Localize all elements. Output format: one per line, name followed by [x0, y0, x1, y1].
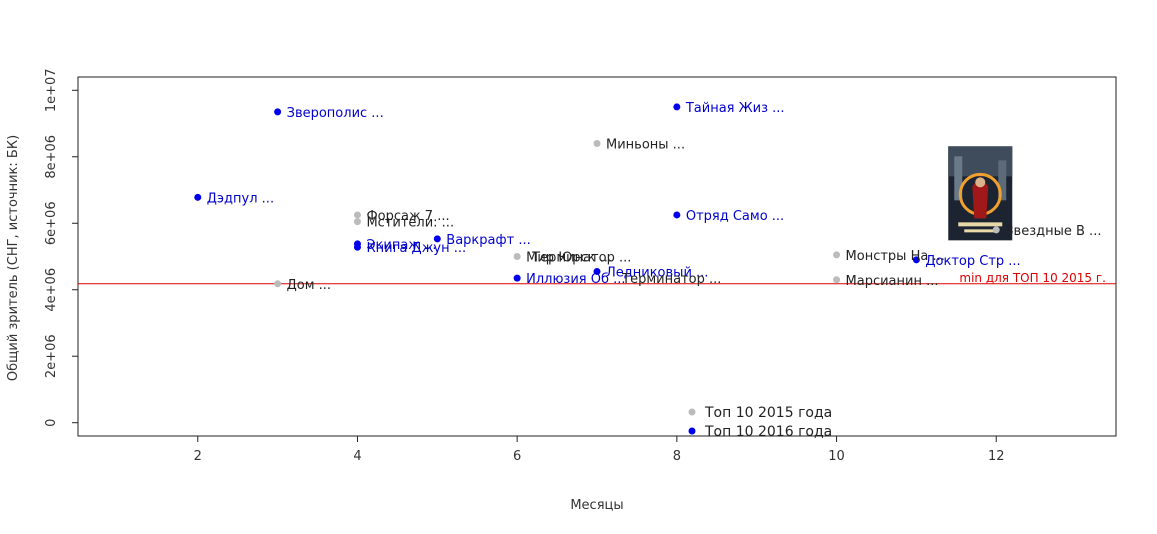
x-tick-label: 12 [988, 449, 1005, 464]
data-point-label: Варкрафт ... [446, 233, 530, 248]
x-tick-label: 8 [673, 449, 681, 464]
data-point [833, 276, 841, 284]
y-tick-label: 4e+06 [44, 268, 59, 312]
data-point-label: Дом ... [287, 278, 331, 293]
data-point-label: Зверополис ... [287, 106, 384, 121]
y-tick-label: 8e+06 [44, 135, 59, 179]
data-point [593, 267, 601, 275]
y-axis: 0 2e+06 4e+06 6e+06 8e+06 1e+07 [44, 68, 78, 427]
data-point-label: Ледниковый ... [606, 265, 708, 280]
data-point [673, 211, 681, 219]
points-layer [194, 103, 1000, 288]
data-point-label: Экипаж ... [366, 238, 436, 253]
x-tick-label: 4 [353, 449, 361, 464]
data-point-label: Звездные В ... [1005, 224, 1101, 239]
y-tick-label: 0 [44, 419, 59, 427]
data-point-label: Иллюзия Об ... [526, 272, 625, 287]
reference-line-label: min для ТОП 10 2015 г. [959, 271, 1106, 285]
poster-layer [948, 146, 1013, 241]
data-point-label: Доктор Стр ... [925, 254, 1020, 269]
data-point-label: Мстители: ... [366, 216, 454, 231]
legend-marker [688, 408, 696, 416]
data-point [513, 253, 521, 260]
x-tick-label: 10 [828, 449, 845, 464]
data-point [433, 235, 441, 243]
x-axis: 2 4 6 8 10 12 [194, 436, 1005, 464]
data-point-label: Миньоны ... [606, 137, 685, 152]
data-point [353, 243, 361, 251]
y-axis-title: Общий зритель (СНГ, источник: БК) [6, 135, 21, 381]
data-point-label: Дэдпул ... [207, 191, 274, 206]
legend-marker [688, 427, 696, 435]
x-tick-label: 6 [513, 449, 521, 464]
data-point [833, 251, 841, 259]
data-point [513, 274, 521, 282]
legend: Топ 10 2015 года Топ 10 2016 года [688, 405, 832, 440]
data-point [274, 108, 282, 116]
y-tick-label: 1e+07 [44, 68, 59, 112]
legend-label: Топ 10 2015 года [704, 405, 832, 421]
data-point-label: Форсаж 7 ... [366, 209, 449, 224]
data-point-label: Отряд Само ... [686, 209, 784, 224]
plot-frame [77, 76, 1117, 437]
x-axis-title: Месяцы [570, 498, 623, 513]
data-point-label: Терминатор ... [531, 251, 631, 266]
data-point [353, 211, 361, 219]
y-tick-label: 2e+06 [44, 334, 59, 378]
data-point [274, 280, 282, 288]
doctor-strange-poster-icon [948, 146, 1013, 241]
data-point [593, 139, 601, 147]
data-point-label: Монстры На ... [846, 249, 945, 264]
data-point-label: Терминатор ... [621, 272, 721, 287]
data-point [353, 218, 361, 226]
reference-line-group: min для ТОП 10 2015 г. [78, 271, 1116, 285]
data-point [194, 193, 202, 201]
plot-box [77, 76, 1117, 437]
y-tick-label: 6e+06 [44, 201, 59, 245]
data-point [992, 226, 1000, 234]
legend-label: Топ 10 2016 года [704, 424, 832, 440]
x-tick-label: 2 [194, 449, 202, 464]
data-point-label: Книга Джун ... [366, 241, 466, 256]
data-point-label: Мир Юрск ... [526, 251, 612, 266]
point-labels-layer: Дом ... Форсаж 7 ...Мстители: ... Мир Юрск… [207, 101, 1102, 293]
data-point-label: Марсианин ... [846, 274, 939, 289]
data-point [912, 256, 920, 264]
data-point-label: Тайная Жиз ... [685, 101, 785, 116]
data-point [673, 103, 681, 111]
